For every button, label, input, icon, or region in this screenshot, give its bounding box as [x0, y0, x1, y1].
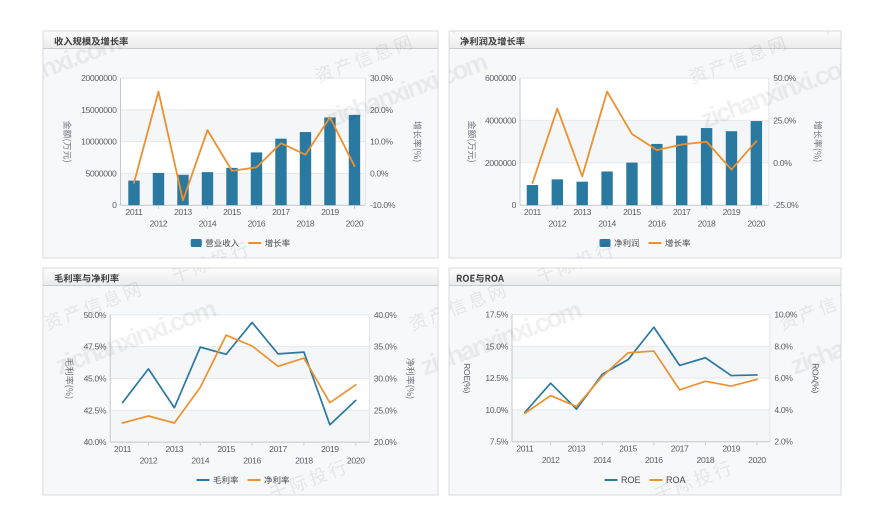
svg-text:40.0%: 40.0%: [84, 437, 107, 447]
svg-text:2.0%: 2.0%: [774, 437, 793, 447]
svg-text:47.5%: 47.5%: [84, 342, 107, 352]
svg-text:2014: 2014: [191, 455, 209, 465]
svg-text:2015: 2015: [619, 444, 637, 454]
svg-text:ROA(%): ROA(%): [811, 363, 821, 393]
svg-text:2018: 2018: [698, 218, 716, 228]
svg-text:2016: 2016: [645, 455, 663, 465]
svg-text:8.0%: 8.0%: [774, 341, 793, 351]
svg-text:2015: 2015: [223, 207, 241, 217]
svg-text:20.0%: 20.0%: [370, 105, 393, 115]
svg-text:2015: 2015: [623, 207, 641, 217]
svg-text:2015: 2015: [217, 444, 235, 454]
svg-text:2013: 2013: [165, 444, 183, 454]
svg-text:-25.0%: -25.0%: [773, 200, 799, 210]
svg-text:17.5%: 17.5%: [485, 310, 508, 320]
svg-text:2020: 2020: [347, 455, 365, 465]
svg-text:2012: 2012: [150, 218, 168, 228]
svg-text:2011: 2011: [516, 444, 534, 454]
svg-text:4.0%: 4.0%: [774, 405, 793, 415]
svg-text:30.0%: 30.0%: [370, 73, 393, 83]
svg-text:2020: 2020: [346, 218, 364, 228]
svg-text:2011: 2011: [524, 207, 542, 217]
svg-text:15.0%: 15.0%: [485, 341, 508, 351]
svg-text:15000000: 15000000: [81, 105, 117, 115]
svg-text:25.0%: 25.0%: [374, 405, 397, 415]
svg-text:ROE(%): ROE(%): [462, 363, 472, 393]
svg-text:2018: 2018: [295, 455, 313, 465]
svg-text:2012: 2012: [542, 455, 560, 465]
svg-text:2018: 2018: [697, 455, 715, 465]
svg-text:2019: 2019: [723, 207, 741, 217]
svg-text:2012: 2012: [548, 218, 566, 228]
svg-text:2000000: 2000000: [485, 158, 517, 168]
svg-text:2013: 2013: [174, 207, 192, 217]
svg-text:2016: 2016: [243, 455, 261, 465]
svg-text:2013: 2013: [568, 444, 586, 454]
svg-text:10000000: 10000000: [81, 137, 117, 147]
svg-text:2016: 2016: [248, 218, 266, 228]
svg-text:2017: 2017: [269, 444, 287, 454]
svg-text:6.0%: 6.0%: [774, 373, 793, 383]
svg-text:2019: 2019: [321, 444, 339, 454]
svg-text:45.0%: 45.0%: [84, 374, 107, 384]
svg-text:42.5%: 42.5%: [84, 405, 107, 415]
svg-text:7.5%: 7.5%: [490, 437, 509, 447]
svg-text:2014: 2014: [598, 218, 616, 228]
svg-text:0: 0: [512, 200, 517, 210]
svg-text:50.0%: 50.0%: [84, 310, 107, 320]
svg-text:30.0%: 30.0%: [374, 374, 397, 384]
svg-text:20000000: 20000000: [81, 73, 117, 83]
svg-text:2017: 2017: [673, 207, 691, 217]
svg-text:2017: 2017: [671, 444, 689, 454]
svg-text:ROE: ROE: [621, 475, 641, 485]
svg-text:0.0%: 0.0%: [773, 158, 792, 168]
svg-text:2017: 2017: [272, 207, 290, 217]
svg-text:0: 0: [112, 200, 117, 210]
svg-text:40.0%: 40.0%: [374, 310, 397, 320]
svg-text:10.0%: 10.0%: [370, 137, 393, 147]
svg-text:2020: 2020: [748, 218, 766, 228]
svg-text:2014: 2014: [199, 218, 217, 228]
svg-text:2018: 2018: [297, 218, 315, 228]
svg-text:2011: 2011: [125, 207, 143, 217]
svg-text:2016: 2016: [648, 218, 666, 228]
svg-text:50.0%: 50.0%: [773, 73, 796, 83]
svg-text:10.0%: 10.0%: [485, 405, 508, 415]
svg-text:4000000: 4000000: [485, 115, 517, 125]
svg-text:0.0%: 0.0%: [370, 168, 389, 178]
svg-text:-10.0%: -10.0%: [370, 200, 396, 210]
svg-text:12.5%: 12.5%: [485, 373, 508, 383]
svg-text:2019: 2019: [321, 207, 339, 217]
svg-text:25.0%: 25.0%: [773, 115, 796, 125]
svg-text:2014: 2014: [593, 455, 611, 465]
svg-text:35.0%: 35.0%: [374, 342, 397, 352]
svg-text:2020: 2020: [748, 455, 766, 465]
svg-text:2019: 2019: [722, 444, 740, 454]
svg-text:2011: 2011: [114, 444, 132, 454]
svg-text:20.0%: 20.0%: [374, 437, 397, 447]
svg-text:6000000: 6000000: [485, 73, 517, 83]
svg-text:2013: 2013: [573, 207, 591, 217]
svg-text:2012: 2012: [140, 455, 158, 465]
svg-text:5000000: 5000000: [85, 168, 117, 178]
